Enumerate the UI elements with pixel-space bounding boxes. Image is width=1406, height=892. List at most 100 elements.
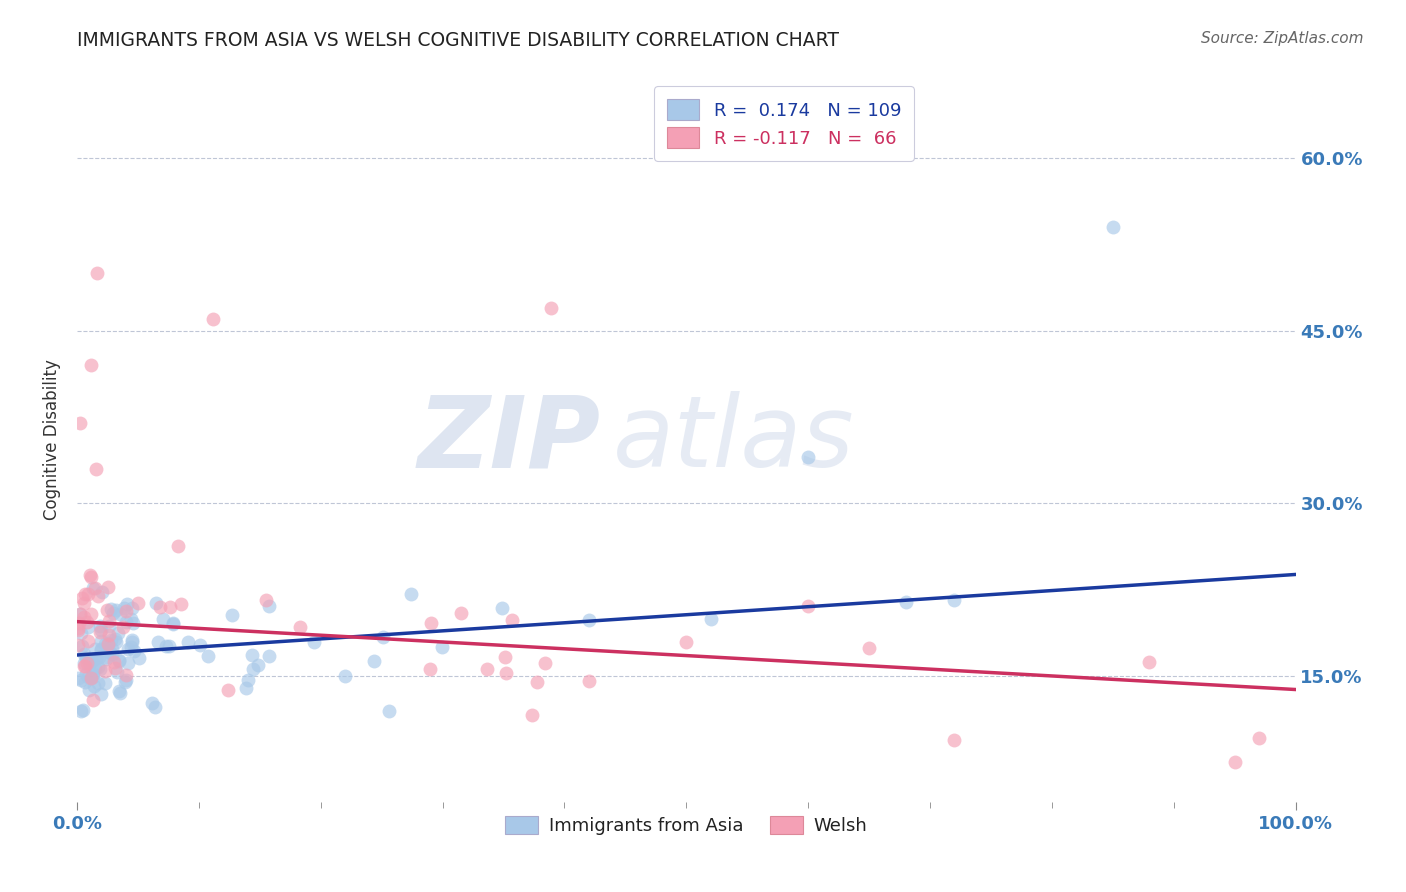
Point (72, 610, 94, 624)
Point (94, 652, 117, 666)
Point (79, 567, 101, 582)
Point (90, 623, 112, 637)
Text: Source: ZipAtlas.com: Source: ZipAtlas.com (1201, 31, 1364, 46)
Point (117, 656, 139, 670)
Point (87, 676, 110, 690)
Point (236, 673, 259, 688)
Point (155, 640, 177, 654)
Point (105, 634, 128, 648)
Point (105, 665, 128, 679)
Point (162, 616, 184, 631)
Point (235, 681, 257, 696)
Point (67, 671, 90, 685)
Point (67, 615, 90, 630)
Point (104, 661, 127, 675)
Point (166, 539, 188, 553)
Point (90, 584, 112, 599)
Point (578, 614, 600, 628)
Point (104, 632, 127, 647)
Point (75, 658, 97, 673)
Point (111, 620, 134, 634)
Point (87, 660, 110, 674)
Point (127, 596, 149, 610)
Point (90, 643, 112, 657)
Point (97, 636, 120, 650)
Point (108, 684, 131, 698)
Point (72, 591, 94, 605)
Point (67, 623, 90, 637)
Point (115, 673, 138, 687)
Point (162, 616, 184, 631)
Point (73, 647, 96, 661)
Point (103, 655, 125, 669)
Point (89, 619, 111, 633)
Point (159, 599, 181, 614)
Point (149, 599, 172, 614)
Point (699, 612, 721, 626)
Point (72, 702, 94, 716)
Point (145, 596, 167, 610)
Point (121, 601, 143, 615)
Point (363, 654, 385, 668)
Point (70, 673, 93, 688)
Point (98, 619, 121, 633)
Point (430, 640, 453, 654)
Point (94, 637, 117, 651)
Point (75, 674, 97, 689)
Point (159, 640, 181, 654)
Point (120, 640, 142, 654)
Point (67, 620, 90, 634)
Point (82, 670, 104, 684)
Point (419, 662, 441, 676)
Point (69, 607, 91, 622)
Point (82, 652, 104, 666)
Point (122, 644, 145, 658)
Point (76, 615, 98, 629)
Point (76, 587, 98, 601)
Point (943, 593, 966, 607)
Point (84, 461, 107, 475)
Point (97, 580, 120, 594)
Point (117, 642, 139, 657)
Point (69, 705, 91, 719)
Point (242, 663, 264, 677)
Point (170, 597, 193, 611)
Point (108, 607, 131, 621)
Point (141, 696, 163, 710)
Point (98, 614, 121, 628)
Point (80, 358, 103, 372)
Point (373, 630, 395, 644)
Point (112, 600, 135, 615)
Point (121, 633, 143, 648)
Point (96, 649, 118, 664)
Y-axis label: Cognitive Disability: Cognitive Disability (44, 359, 60, 520)
Point (75, 666, 97, 681)
Point (1101, 219, 1123, 234)
Point (80, 671, 103, 685)
Text: atlas: atlas (613, 392, 855, 488)
Point (100, 633, 122, 648)
Point (77, 620, 100, 634)
Point (491, 600, 513, 615)
Point (96, 641, 118, 656)
Point (100, 602, 122, 616)
Point (578, 674, 600, 689)
Point (84, 661, 107, 675)
Point (83, 679, 105, 693)
Point (176, 635, 198, 649)
Point (114, 674, 136, 689)
Point (103, 607, 125, 621)
Point (377, 704, 399, 718)
Point (96, 603, 118, 617)
Point (450, 607, 472, 621)
Point (98, 644, 121, 658)
Point (399, 587, 422, 601)
Point (82, 693, 104, 707)
Point (257, 599, 280, 613)
Point (201, 312, 224, 326)
Point (858, 640, 880, 655)
Text: IMMIGRANTS FROM ASIA VS WELSH COGNITIVE DISABILITY CORRELATION CHART: IMMIGRANTS FROM ASIA VS WELSH COGNITIVE … (77, 31, 839, 50)
Point (221, 608, 243, 623)
Point (87, 589, 110, 603)
Point (79, 683, 101, 698)
